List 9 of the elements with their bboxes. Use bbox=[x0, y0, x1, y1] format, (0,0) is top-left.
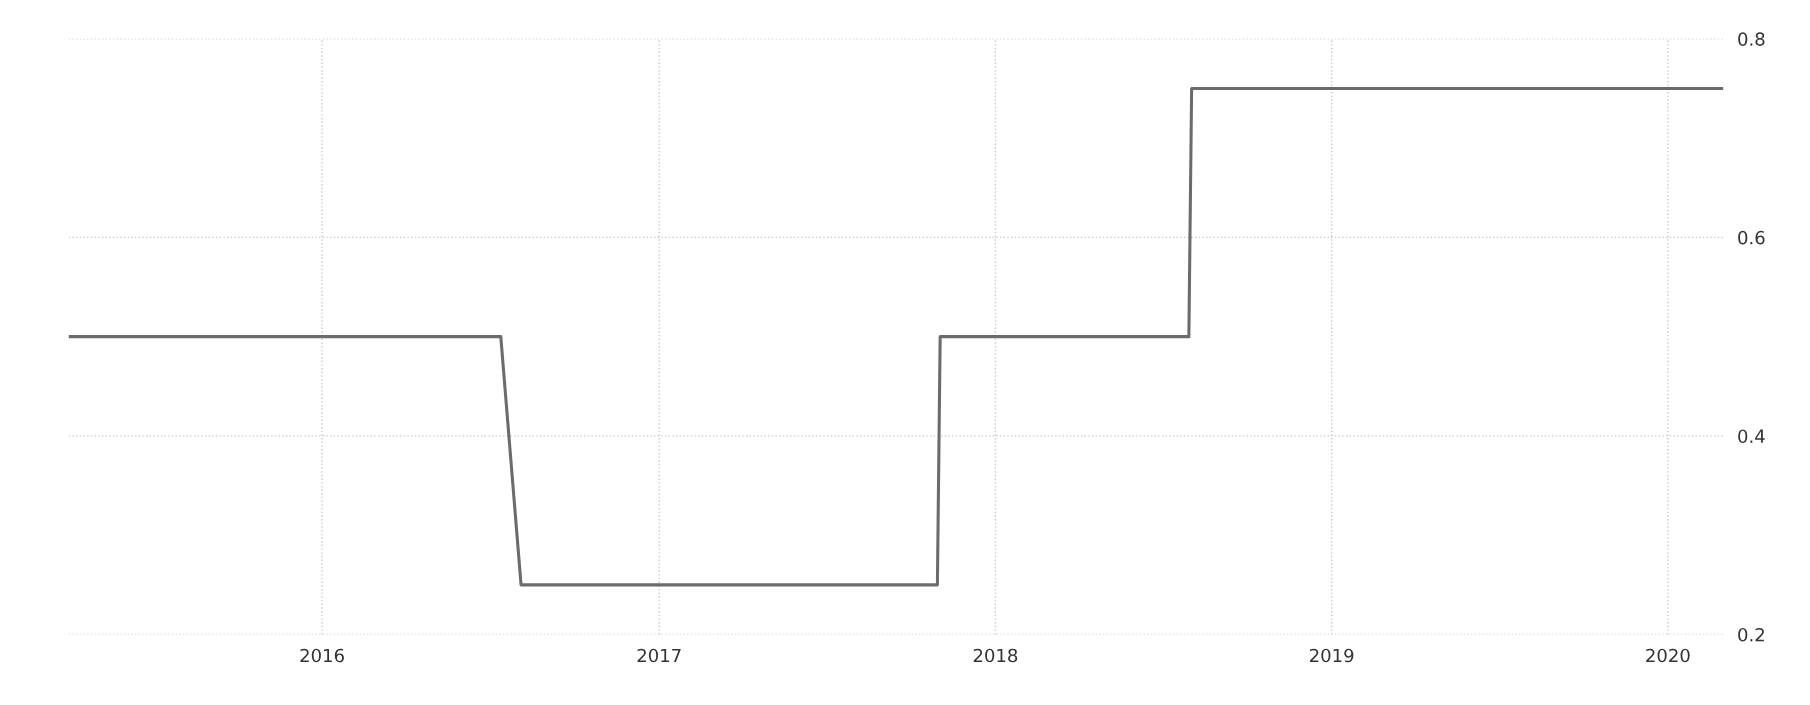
x-tick-label: 2016 bbox=[300, 648, 344, 663]
x-tick-label: 2017 bbox=[637, 648, 681, 663]
y-tick-label: 0.4 bbox=[1738, 429, 1765, 444]
x-tick-label: 2019 bbox=[1309, 648, 1354, 663]
y-tick-label: 0.2 bbox=[1738, 627, 1764, 642]
x-tick-label: 2018 bbox=[973, 648, 1018, 663]
y-tick-label: 0.6 bbox=[1738, 230, 1765, 245]
y-tick-label: 0.8 bbox=[1738, 32, 1765, 46]
x-tick-label: 2020 bbox=[1646, 648, 1690, 663]
